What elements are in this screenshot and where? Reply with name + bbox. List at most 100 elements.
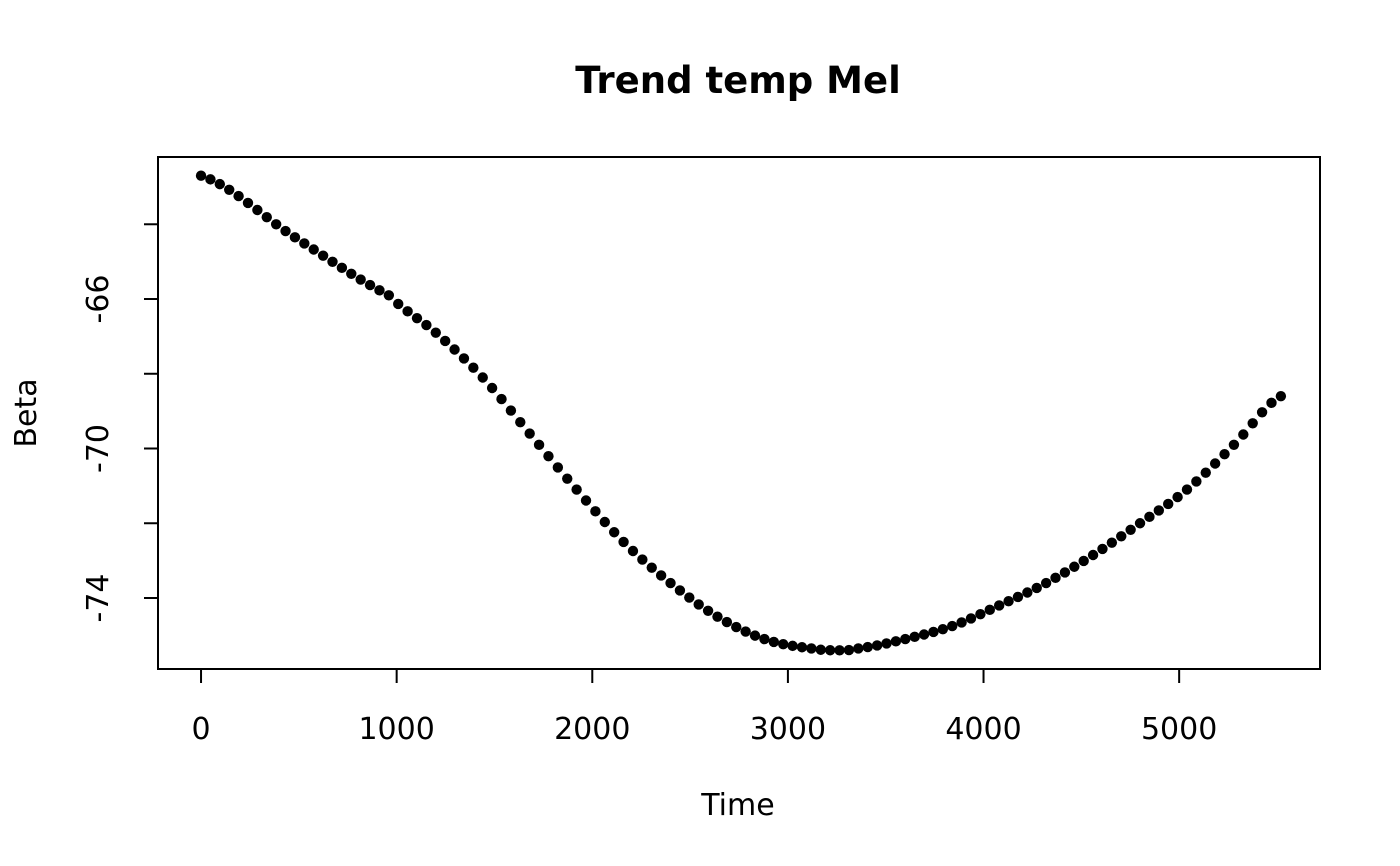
data-point <box>1172 491 1183 503</box>
data-point <box>693 599 704 610</box>
x-tick-label: 1000 <box>358 712 434 747</box>
data-point <box>853 643 864 654</box>
data-point <box>768 636 780 648</box>
data-point <box>778 638 789 650</box>
data-point <box>1040 577 1052 589</box>
data-point <box>346 268 357 279</box>
data-point <box>393 298 404 310</box>
data-point <box>1059 567 1071 578</box>
data-point <box>590 506 601 517</box>
data-point <box>721 616 733 628</box>
data-point <box>871 640 883 651</box>
data-point <box>1153 505 1165 516</box>
data-point <box>881 638 892 649</box>
data-point <box>1247 418 1258 429</box>
data-point <box>1219 448 1230 460</box>
data-point <box>308 244 319 255</box>
data-point <box>993 600 1005 611</box>
data-point <box>1134 518 1146 529</box>
x-tick-label: 0 <box>191 712 210 747</box>
data-point <box>759 633 770 645</box>
data-point <box>1238 429 1249 440</box>
data-point <box>280 225 291 237</box>
data-point <box>1087 549 1099 561</box>
data-point <box>430 327 441 338</box>
data-point <box>918 629 930 640</box>
data-point <box>195 170 207 181</box>
data-point <box>637 554 648 565</box>
data-point <box>843 644 855 656</box>
data-point <box>552 462 564 473</box>
data-point <box>1116 531 1127 542</box>
data-point <box>1144 511 1155 523</box>
data-point <box>984 604 995 616</box>
data-point <box>1266 397 1277 409</box>
data-point <box>411 312 423 324</box>
data-point <box>355 274 366 285</box>
y-tick-label: -74 <box>81 573 116 622</box>
data-point <box>1012 591 1024 603</box>
y-axis: -66 -70 -74 <box>81 223 158 622</box>
data-point <box>1097 543 1108 555</box>
data-point <box>1200 467 1211 478</box>
data-point <box>665 577 676 589</box>
data-point <box>1228 439 1240 450</box>
x-axis-label: Time <box>700 788 774 823</box>
data-point <box>205 174 216 185</box>
data-point <box>1191 476 1202 487</box>
data-point <box>787 640 798 652</box>
data-point <box>1022 587 1033 598</box>
data-point <box>1106 537 1118 548</box>
data-point <box>909 631 920 643</box>
data-point <box>533 439 545 451</box>
data-point <box>224 184 235 195</box>
y-tick-label: -70 <box>81 424 116 473</box>
data-point <box>515 416 526 428</box>
data-point <box>242 197 254 209</box>
data-point <box>608 527 620 538</box>
data-point <box>214 178 226 190</box>
data-point <box>1003 595 1014 607</box>
data-point <box>702 605 714 616</box>
data-point <box>261 211 272 223</box>
data-point <box>947 620 958 632</box>
data-point <box>1209 458 1221 469</box>
data-point <box>862 641 873 653</box>
data-point <box>289 232 301 243</box>
data-point <box>731 621 742 633</box>
chart-title: Trend temp Mel <box>575 59 901 102</box>
y-axis-label: Beta <box>9 378 44 447</box>
data-point <box>627 545 639 557</box>
data-point <box>965 613 977 624</box>
data-point <box>674 585 686 596</box>
data-point <box>1031 582 1042 594</box>
data-point <box>270 219 282 230</box>
data-point <box>1050 572 1061 584</box>
data-point <box>975 608 986 620</box>
data-point <box>252 204 263 216</box>
x-axis: 0 1000 2000 3000 4000 5000 <box>191 669 1217 747</box>
data-point <box>458 353 470 364</box>
data-point <box>1256 407 1268 418</box>
x-tick-label: 5000 <box>1141 712 1217 747</box>
data-point <box>1163 498 1174 510</box>
plot-frame <box>157 156 1321 670</box>
data-point <box>749 630 761 641</box>
data-point <box>571 484 582 495</box>
data-point <box>439 335 451 347</box>
x-tick-label: 2000 <box>554 712 630 747</box>
data-point <box>336 262 348 274</box>
data-point <box>599 516 610 528</box>
data-point <box>402 306 413 317</box>
data-point <box>543 450 554 462</box>
data-point <box>796 642 808 653</box>
data-point <box>317 250 329 261</box>
data-point <box>684 592 695 603</box>
data-point <box>233 190 244 202</box>
data-point <box>815 644 826 655</box>
data-point <box>1125 524 1136 535</box>
data-point <box>618 536 629 548</box>
data-point <box>1069 561 1080 572</box>
data-point <box>740 626 751 637</box>
